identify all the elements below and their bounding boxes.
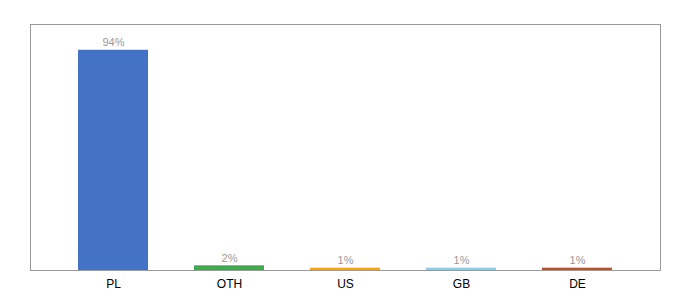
svg-text:PL: PL: [106, 277, 121, 291]
svg-text:OTH: OTH: [217, 277, 242, 291]
svg-text:1%: 1%: [338, 254, 354, 266]
svg-text:1%: 1%: [570, 254, 586, 266]
svg-text:US: US: [337, 277, 354, 291]
svg-text:1%: 1%: [454, 254, 470, 266]
svg-text:2%: 2%: [222, 252, 238, 264]
svg-text:DE: DE: [569, 277, 586, 291]
svg-text:GB: GB: [453, 277, 470, 291]
svg-text:94%: 94%: [102, 36, 124, 48]
